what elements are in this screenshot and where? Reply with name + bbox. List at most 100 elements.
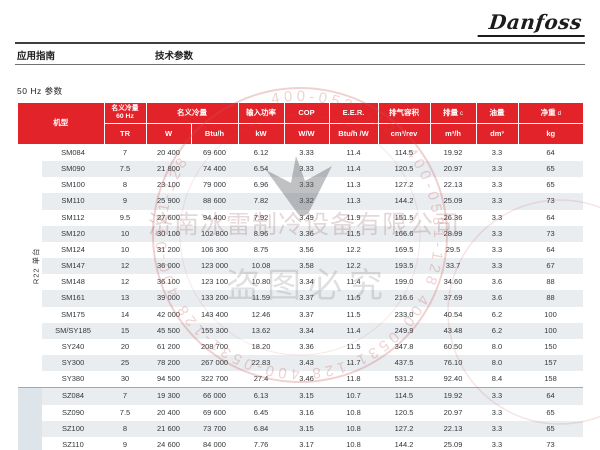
model-cell: SY240 bbox=[61, 341, 85, 351]
refrigerant-group-cell-2 bbox=[18, 387, 42, 450]
value-cell: 43.48 bbox=[430, 322, 476, 339]
value-cell: 8.96 bbox=[238, 225, 284, 242]
value-cell: 21 800 bbox=[146, 161, 191, 178]
value-cell: 3.15 bbox=[284, 387, 329, 405]
value-cell: 73 700 bbox=[191, 420, 238, 437]
refrigerant-group-cell: R22 单台 bbox=[18, 144, 42, 388]
value-cell: 3.34 bbox=[284, 322, 329, 339]
value-cell: 11.7 bbox=[329, 355, 378, 372]
value-cell: 12.2 bbox=[346, 244, 361, 254]
value-cell: 11.8 bbox=[346, 374, 361, 384]
value-cell: 3.36 bbox=[299, 341, 314, 351]
doc-type-label: 应用指南 bbox=[17, 51, 56, 62]
value-cell: 233.0 bbox=[394, 309, 414, 319]
value-cell: 8 bbox=[122, 180, 128, 190]
danfoss-logo: Danfoss bbox=[477, 10, 588, 37]
model-cell: SM175 bbox=[61, 309, 85, 319]
value-cell: 25 bbox=[104, 355, 146, 372]
model-cell: SZ084 bbox=[42, 387, 104, 405]
value-cell: 65 bbox=[546, 180, 555, 190]
value-cell: 10.08 bbox=[238, 258, 284, 275]
value-cell: 199.0 bbox=[394, 277, 414, 287]
table-row: SM/SY185 15 45 500 155 300 13.62 3.34 11.4 249.… bbox=[18, 322, 583, 339]
value-cell: 22.13 bbox=[443, 180, 463, 190]
model-cell: SM161 bbox=[42, 290, 104, 307]
value-cell: 3.3 bbox=[476, 387, 518, 405]
value-cell: 20.97 bbox=[430, 161, 476, 178]
value-cell: 74 400 bbox=[191, 161, 238, 178]
value-cell: 3.33 bbox=[299, 148, 314, 157]
value-cell: 151.5 bbox=[394, 212, 414, 222]
value-cell: 33.7 bbox=[430, 258, 476, 275]
value-cell: 26.36 bbox=[443, 212, 463, 222]
value-cell: 6.54 bbox=[238, 161, 284, 178]
value-cell: 3.3 bbox=[491, 180, 503, 190]
value-cell: 69 600 bbox=[203, 407, 226, 417]
value-cell: 34.60 bbox=[443, 277, 463, 287]
value-cell: 3.34 bbox=[299, 277, 314, 287]
value-cell: 208 700 bbox=[200, 341, 229, 351]
value-cell: 88 600 bbox=[191, 193, 238, 210]
model-cell: SM147 bbox=[42, 258, 104, 275]
value-cell: 88 bbox=[518, 290, 583, 307]
value-cell: 8.0 bbox=[491, 341, 503, 351]
value-cell: 84 000 bbox=[203, 439, 226, 449]
value-cell: 25 900 bbox=[146, 193, 191, 210]
value-cell: 7.92 bbox=[253, 212, 269, 222]
col-header-oil: 油量 bbox=[476, 103, 519, 124]
spec-table: 机型 名义冷量 60 Hz 名义冷量 输入功率 COP E.E.R. 排气容积 排… bbox=[18, 103, 583, 450]
value-cell: 25.09 bbox=[430, 193, 476, 210]
value-cell: 20 bbox=[120, 341, 130, 351]
value-cell: 20 400 bbox=[157, 148, 180, 157]
value-cell: 3.16 bbox=[299, 407, 314, 417]
value-cell: 18.20 bbox=[251, 341, 271, 351]
model-cell: SM120 bbox=[42, 225, 104, 242]
value-cell: 155 300 bbox=[191, 322, 238, 339]
table-header: 机型 名义冷量 60 Hz 名义冷量 输入功率 COP E.E.R. 排气容积 排… bbox=[18, 103, 583, 145]
unit-dm3: dm³ bbox=[476, 123, 519, 145]
value-cell: 10.8 bbox=[346, 439, 361, 449]
value-cell: 73 bbox=[518, 225, 583, 242]
value-cell: 88 bbox=[546, 277, 555, 287]
model-cell: SY300 bbox=[42, 355, 104, 372]
value-cell: 3.56 bbox=[299, 244, 314, 254]
value-cell: 9 bbox=[122, 439, 128, 449]
value-cell: 65 bbox=[546, 407, 555, 417]
table-row: SM148 12 36 100 123 100 10.80 3.34 11.4 199.0 34… bbox=[18, 274, 583, 290]
value-cell: 20 400 bbox=[157, 407, 180, 417]
value-cell: 10.8 bbox=[329, 420, 378, 437]
value-cell: 3.3 bbox=[491, 244, 503, 254]
value-cell: 67 bbox=[518, 258, 583, 275]
capacity-60hz-line2: 60 Hz bbox=[116, 113, 134, 120]
col-header-input-power: 输入功率 bbox=[238, 103, 285, 124]
value-cell: 40.54 bbox=[443, 309, 463, 319]
value-cell: 10.8 bbox=[346, 407, 361, 417]
value-cell: 100 bbox=[544, 309, 557, 319]
value-cell: 27.4 bbox=[253, 374, 269, 384]
table-row: SZ100 8 21 600 73 700 6.84 3.15 10.8 127.2 22.13… bbox=[18, 420, 583, 437]
value-cell: 78 200 bbox=[146, 355, 191, 372]
table-row: SM112 9.5 27 600 94 400 7.92 3.49 11.9 151.5 26.… bbox=[18, 210, 583, 226]
table-row: SZ090 7.5 20 400 69 600 6.45 3.16 10.8 120.5 20.… bbox=[18, 405, 583, 421]
unit-w: W bbox=[146, 123, 192, 145]
value-cell: 7.5 bbox=[119, 407, 131, 417]
footnote-c: c bbox=[460, 110, 463, 117]
value-cell: 144.2 bbox=[394, 439, 414, 449]
value-cell: 39 000 bbox=[146, 290, 191, 307]
value-cell: 19.92 bbox=[430, 387, 476, 405]
value-cell: 11.4 bbox=[346, 277, 361, 287]
value-cell: 249.9 bbox=[378, 322, 430, 339]
table-body: R22 单台 SM084 7 20 400 69 600 6.12 3.33 11.4 114.… bbox=[18, 144, 583, 450]
value-cell: 11.9 bbox=[346, 212, 361, 222]
value-cell: 3.3 bbox=[491, 439, 503, 449]
value-cell: 6.84 bbox=[238, 420, 284, 437]
value-cell: 169.5 bbox=[394, 244, 414, 254]
value-cell: 92.40 bbox=[443, 374, 463, 384]
value-cell: 6.12 bbox=[253, 148, 269, 157]
unit-btuh: Btu/h bbox=[191, 123, 239, 145]
value-cell: 11.4 bbox=[329, 161, 378, 178]
model-cell: SM110 bbox=[42, 193, 104, 210]
footnote-d: d bbox=[557, 110, 561, 117]
value-cell: 123 000 bbox=[191, 258, 238, 275]
